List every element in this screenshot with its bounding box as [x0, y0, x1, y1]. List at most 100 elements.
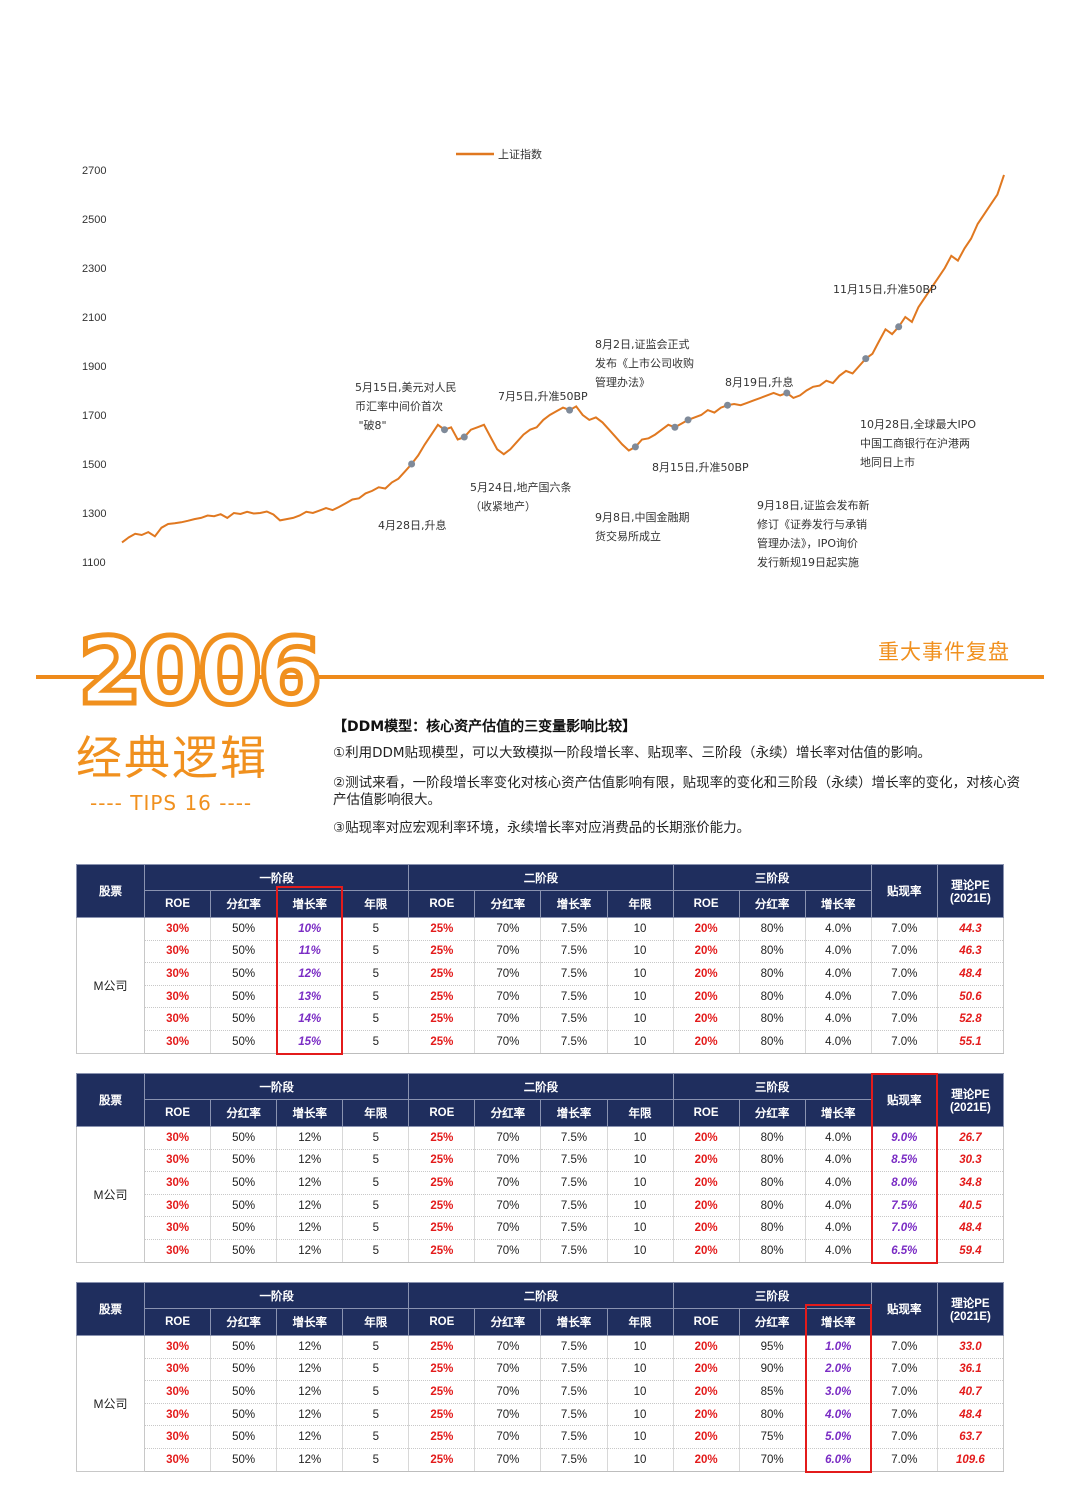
table-cell: 12% [276, 1358, 343, 1382]
table-row: M公司 30% 50% 10% 5 25% 70% 7.5% 10 20% 80% 4.0% 7.0% 4… [75, 917, 1005, 1054]
table-cell: 10 [606, 1030, 674, 1054]
table-cell: 7.5% [540, 1216, 607, 1240]
table-cell: 70% [474, 917, 541, 941]
table-cell: 30% [144, 962, 211, 986]
table-cell: 7.5% [540, 1358, 607, 1382]
table-cell: 109.6 [936, 1448, 1005, 1472]
table-cell: 4.0% [804, 1149, 872, 1173]
table-cell: 30% [144, 1403, 211, 1427]
header-col-0: ROE [144, 1308, 212, 1336]
table-cell: 5 [342, 1126, 409, 1150]
annotation-aug2-acquisition-rules: 8月2日,证监会正式 发布《上市公司收购 管理办法》 [595, 338, 694, 389]
table-cell: 50.6 [936, 985, 1005, 1009]
table-cell: 10 [606, 1425, 674, 1449]
table-row: 30% 50% 12% 5 25% 70% 7.5% 10 20% 80% 4.0% 7.0% 48.4 [77, 1216, 1005, 1240]
table-cell: 7.5% [540, 1171, 607, 1195]
table-cell: 36.1 [936, 1358, 1005, 1382]
table-cell: 4.0% [804, 962, 872, 986]
table-cell: 80% [738, 1194, 806, 1218]
header-stage3: 三阶段 [672, 864, 872, 891]
table-cell: 10% [276, 917, 343, 941]
header-col-10: 增长率 [804, 890, 872, 918]
table-row: 30% 50% 12% 5 25% 70% 7.5% 10 20% 80% 4.0% 8.0% 34.8 [77, 1171, 1005, 1195]
event-marker [895, 323, 903, 331]
table-cell: 34.8 [936, 1171, 1005, 1195]
y-tick-label: 2100 [82, 312, 106, 324]
table-cell: 10 [606, 985, 674, 1009]
header-col-2: 增长率 [276, 1308, 344, 1336]
y-tick-label: 1900 [82, 361, 106, 373]
table-cell: 59.4 [936, 1239, 1005, 1263]
table-cell: 13% [276, 985, 343, 1009]
annotation-jul5-rrr: 7月5日,升准50BP [498, 390, 588, 403]
header-col-2: 增长率 [276, 890, 344, 918]
table-cell: 48.4 [936, 962, 1005, 986]
table-cell: 20% [672, 962, 740, 986]
table-cell: 7.5% [540, 1149, 607, 1173]
table-cell: 20% [672, 1358, 740, 1382]
table-cell: 50% [210, 1239, 277, 1263]
table-cell: 12% [276, 1149, 343, 1173]
ddm-point-1: ①利用DDM贴现模型，可以大致模拟一阶段增长率、贴现率、三阶段（永续）增长率对估… [333, 745, 932, 761]
table-cell: 25% [408, 1149, 475, 1173]
header-col-3: 年限 [342, 1308, 410, 1336]
y-tick-label: 1500 [82, 459, 106, 471]
table-cell: 6.0% [804, 1448, 872, 1472]
header-stage1: 一阶段 [144, 864, 410, 891]
table-cell: 7.0% [870, 1448, 938, 1472]
table-cell: 2.0% [804, 1358, 872, 1382]
event-marker [724, 401, 732, 409]
table-cell: 48.4 [936, 1216, 1005, 1240]
table-cell: 80% [738, 1239, 806, 1263]
table-cell: 70% [474, 940, 541, 964]
table-row: M公司 30% 50% 12% 5 25% 70% 7.5% 10 20% 95% 1.0% 7.0% 3… [75, 1335, 1005, 1472]
table-cell: 50% [210, 1216, 277, 1240]
legend-label: 上证指数 [498, 147, 542, 161]
table-cell: 12% [276, 1425, 343, 1449]
ddm-table-stage1-growth: 股票 一阶段 二阶段 三阶段 贴现率 理论PE (2021E) ROE 分红率 增长率 年限 ROE… [75, 864, 1005, 1054]
stock-name: M公司 [75, 1335, 146, 1472]
table-cell: 25% [408, 1007, 475, 1031]
header-col-4: ROE [408, 890, 476, 918]
annotation-icbc-ipo: 10月28日,全球最大IPO 中国工商银行在沪港两 地同日上市 [860, 418, 977, 469]
table-cell: 5 [342, 985, 409, 1009]
event-marker [671, 423, 679, 431]
table-cell: 5 [342, 1425, 409, 1449]
table-cell: 4.0% [804, 940, 872, 964]
header-col-8: ROE [672, 1308, 740, 1336]
header-col-10: 增长率 [804, 1308, 872, 1336]
annotation-aug19-rate-hike: 8月19日,升息 [725, 376, 794, 389]
table-cell: 52.8 [936, 1007, 1005, 1031]
section-title: 重大事件复盘 [878, 640, 1010, 664]
header-col-9: 分红率 [738, 1308, 806, 1336]
table-cell: 20% [672, 1425, 740, 1449]
table-cell: 25% [408, 917, 475, 941]
table-cell: 7.0% [870, 1335, 938, 1359]
table-cell: 10 [606, 962, 674, 986]
table-cell: 50% [210, 1171, 277, 1195]
table-cell: 55.1 [936, 1030, 1005, 1054]
table-cell: 12% [276, 1380, 343, 1404]
table-cell: 5 [342, 1194, 409, 1218]
header-stage2: 二阶段 [408, 864, 674, 891]
table-cell: 70% [474, 1030, 541, 1054]
table-cell: 50% [210, 985, 277, 1009]
header-col-6: 增长率 [540, 1308, 608, 1336]
table-cell: 14% [276, 1007, 343, 1031]
table-row: 30% 50% 15% 5 25% 70% 7.5% 10 20% 80% 4.0% 7.0% 55.1 [77, 1030, 1005, 1054]
header-col-1: 分红率 [210, 1099, 278, 1127]
header-col-7: 年限 [606, 1099, 674, 1127]
table-cell: 20% [672, 1380, 740, 1404]
header-col-9: 分红率 [738, 890, 806, 918]
table-cell: 20% [672, 1403, 740, 1427]
table-cell: 70% [474, 1007, 541, 1031]
table-cell: 70% [474, 1149, 541, 1173]
table-cell: 7.0% [870, 1030, 938, 1054]
table-cell: 30% [144, 1335, 211, 1359]
table-cell: 7.5% [540, 1007, 607, 1031]
table-cell: 48.4 [936, 1403, 1005, 1427]
table-row: 30% 50% 14% 5 25% 70% 7.5% 10 20% 80% 4.0% 7.0% 52.8 [77, 1007, 1005, 1031]
table-cell: 1.0% [804, 1335, 872, 1359]
table-cell: 30% [144, 1425, 211, 1449]
header-col-5: 分红率 [474, 1308, 542, 1336]
